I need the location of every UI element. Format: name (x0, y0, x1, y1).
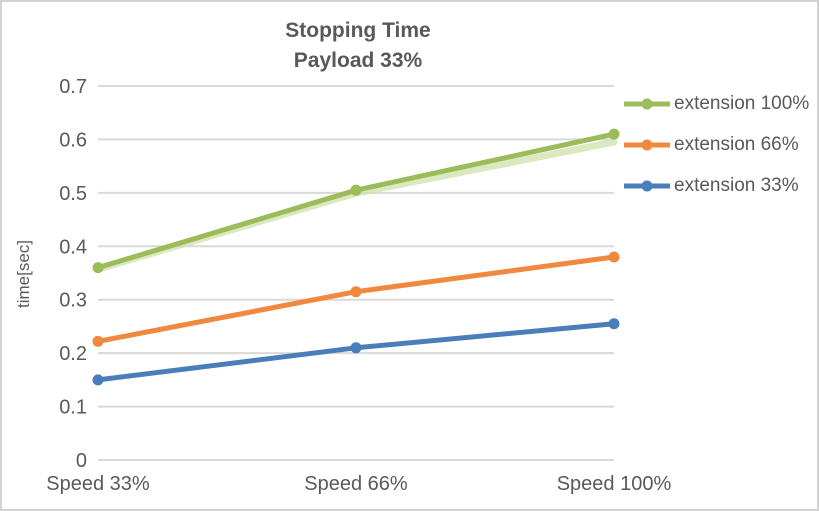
data-point-extension-100[interactable] (608, 128, 620, 140)
x-tick-label: Speed 33% (46, 473, 150, 495)
legend-item-extension-66[interactable]: extension 66% (622, 131, 817, 159)
y-tick-label: 0 (76, 450, 87, 472)
legend-label: extension 100% (674, 93, 810, 114)
legend-item-extension-100[interactable]: extension 100% (622, 90, 817, 118)
y-tick-label: 0.2 (59, 343, 87, 365)
legend-item-extension-33[interactable]: extension 33% (622, 172, 817, 200)
legend-marker-icon (624, 98, 670, 110)
series-shadow-extension-100 (94, 138, 618, 273)
legend-label: extension 33% (674, 175, 799, 196)
y-tick-label: 0.3 (59, 290, 87, 312)
y-tick-label: 0.1 (59, 397, 87, 419)
data-point-extension-33[interactable] (608, 318, 620, 330)
y-tick-label: 0.4 (59, 236, 87, 258)
y-axis-title: time[sec] (14, 240, 33, 308)
chart-title-line1: Stopping Time (285, 19, 431, 42)
y-tick-label: 0.7 (59, 76, 87, 98)
legend: extension 100% extension 66% extension 3… (622, 90, 817, 213)
legend-marker-icon (624, 139, 670, 151)
data-point-extension-66[interactable] (608, 251, 620, 263)
x-tick-label: Speed 66% (304, 473, 408, 495)
y-tick-label: 0.5 (59, 183, 87, 205)
chart-title: Stopping Time Payload 33% (2, 16, 714, 76)
legend-marker-icon (624, 180, 670, 192)
y-axis-tick-labels: 0 0.1 0.2 0.3 0.4 0.5 0.6 0.7 (59, 76, 87, 472)
data-point-extension-100[interactable] (92, 262, 104, 274)
data-point-extension-100[interactable] (350, 184, 362, 196)
chart-title-line2: Payload 33% (293, 49, 423, 72)
data-point-extension-33[interactable] (92, 374, 104, 386)
x-axis-tick-labels: Speed 33% Speed 66% Speed 100% (46, 473, 671, 495)
series-lines (92, 128, 620, 386)
data-point-extension-33[interactable] (350, 342, 362, 354)
legend-label: extension 66% (674, 134, 799, 155)
gridlines (98, 85, 614, 461)
y-tick-label: 0.6 (59, 129, 87, 151)
data-point-extension-66[interactable] (350, 286, 362, 298)
x-tick-label: Speed 100% (557, 473, 672, 495)
data-point-extension-66[interactable] (92, 335, 104, 347)
